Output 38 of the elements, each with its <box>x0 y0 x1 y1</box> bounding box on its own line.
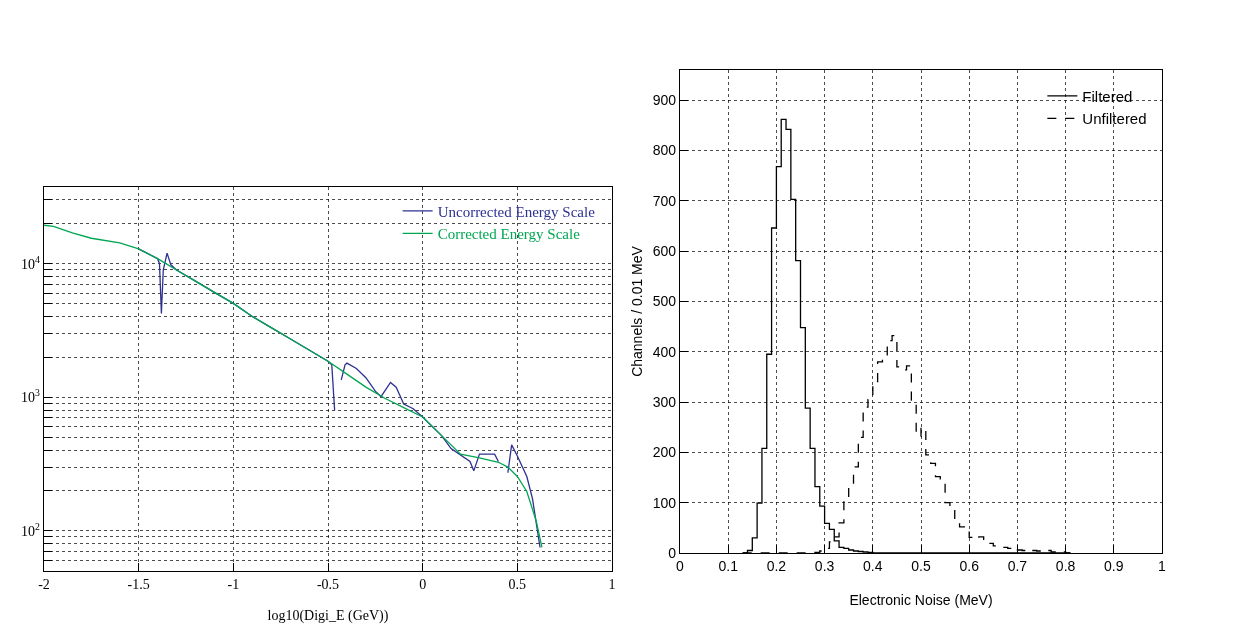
x-tick-label: 0.4 <box>863 558 883 574</box>
y-tick-label: 600 <box>652 243 677 260</box>
y-tick-label: 200 <box>652 444 677 461</box>
y-tick-label: 300 <box>652 393 677 410</box>
x-tick-label: 0.5 <box>508 577 527 592</box>
legend-label: Uncorrected Energy Scale <box>437 203 596 220</box>
x-axis-title: Electronic Noise (MeV) <box>849 592 993 609</box>
y-tick-label: 700 <box>652 192 677 209</box>
legend-label: Corrected Energy Scale <box>437 226 581 243</box>
legend-label: Filtered <box>1082 87 1133 105</box>
x-tick-label: 0.5 <box>911 558 931 574</box>
x-tick-label: -1.5 <box>127 577 150 592</box>
x-tick-label: 0.2 <box>766 558 787 574</box>
x-tick-label: 0 <box>419 577 427 592</box>
legend-label: Unfiltered <box>1082 110 1147 128</box>
x-tick-label: -2 <box>38 577 50 592</box>
x-tick-label: 1 <box>1158 558 1167 574</box>
y-axis-title: Channels / 0.01 MeV <box>628 245 645 377</box>
y-tick-label: 10$^{3}$ <box>21 387 41 406</box>
x-tick-label: 1 <box>608 577 616 592</box>
x-tick-label: 0.8 <box>1055 558 1076 574</box>
y-tick-label: 900 <box>652 92 677 109</box>
x-tick-label: 0.1 <box>718 558 739 574</box>
y-tick-label: 400 <box>652 343 677 360</box>
line-series <box>44 224 543 549</box>
y-tick-label: 0 <box>668 544 677 561</box>
y-tick-label: 100 <box>652 494 677 511</box>
x-tick-label: 0.6 <box>959 558 980 574</box>
x-tick-label: 0.9 <box>1104 558 1124 574</box>
y-tick-label: 500 <box>652 293 677 310</box>
x-axis-title: log10(Digi_E (GeV)) <box>267 608 389 624</box>
x-tick-label: 0.7 <box>1007 558 1028 574</box>
x-tick-label: 0.3 <box>814 558 835 574</box>
x-tick-label: -0.5 <box>316 577 340 592</box>
y-tick-label: 10$^{2}$ <box>21 520 41 539</box>
x-tick-label: -1 <box>227 577 240 592</box>
y-tick-label: 10$^{4}$ <box>21 253 41 272</box>
y-tick-label: 800 <box>652 142 677 159</box>
